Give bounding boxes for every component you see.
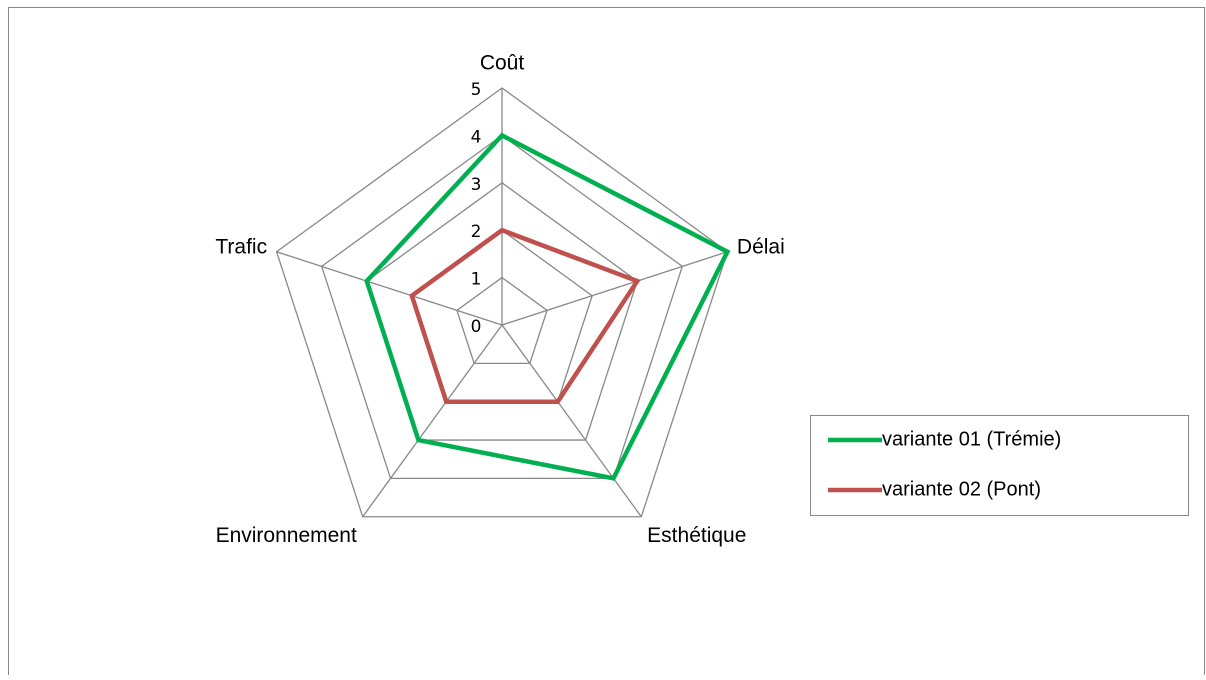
legend-label: variante 01 (Trémie) (882, 428, 1061, 450)
category-label: Esthétique (647, 524, 746, 547)
category-label: Trafic (215, 236, 267, 259)
category-label: Délai (737, 236, 785, 259)
series-line (409, 227, 641, 404)
r-tick-label: 3 (471, 175, 482, 195)
r-tick-label: 5 (471, 80, 482, 100)
series-line (364, 132, 731, 481)
grid-ring (365, 181, 639, 441)
spoke (501, 251, 728, 326)
r-tick-label: 0 (471, 317, 482, 337)
r-tick-label: 1 (471, 270, 482, 290)
legend-box (810, 415, 1189, 516)
r-tick-label: 2 (471, 222, 482, 242)
spoke (276, 251, 503, 326)
spoke (362, 324, 503, 518)
r-tick-label: 4 (471, 127, 482, 147)
chart-frame (8, 7, 1205, 680)
spoke (501, 324, 642, 518)
grid-ring (456, 276, 548, 364)
category-label: Coût (480, 52, 525, 75)
legend-label: variante 02 (Pont) (882, 478, 1041, 500)
category-label: Environnement (216, 524, 357, 547)
grid-ring (320, 134, 684, 480)
grid-ring (275, 87, 729, 518)
